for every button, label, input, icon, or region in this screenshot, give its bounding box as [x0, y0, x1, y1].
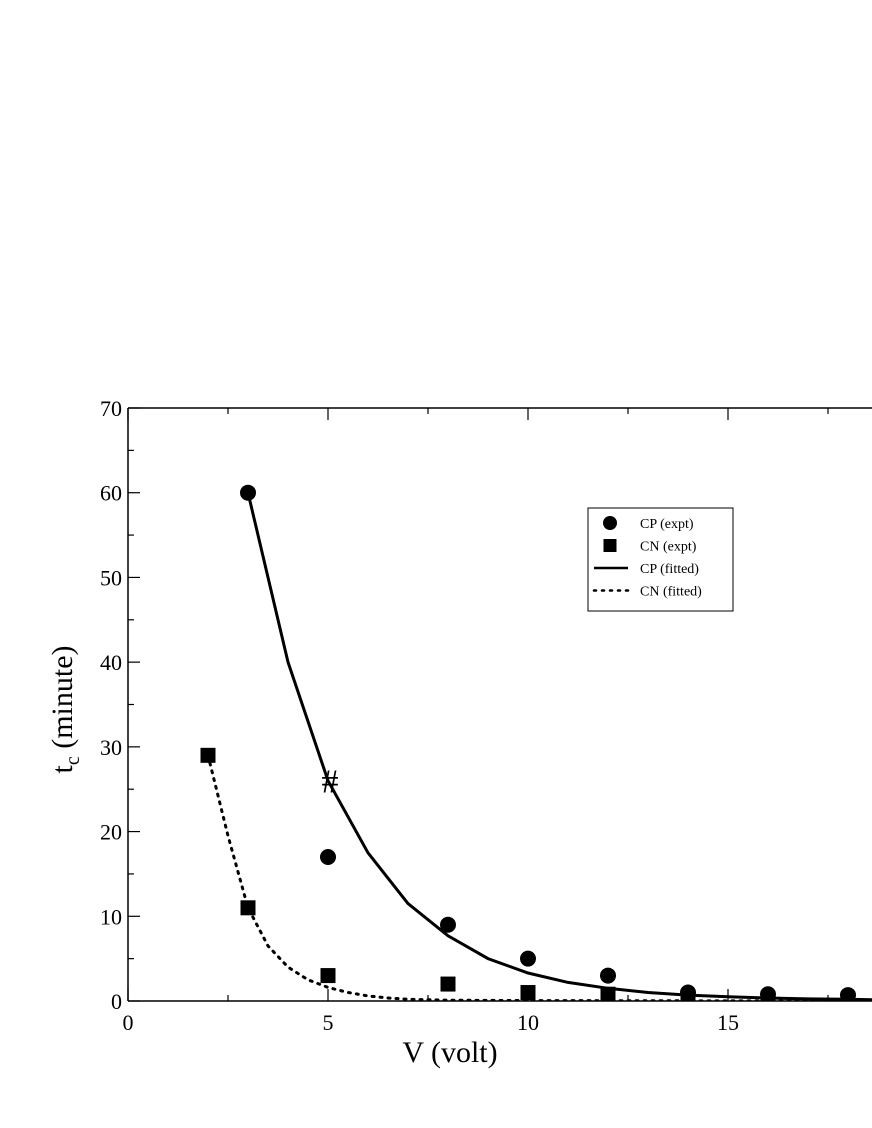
- y-axis-title-rest: (minute): [46, 645, 79, 756]
- data-point-square: [200, 747, 216, 763]
- legend-label: CN (fitted): [640, 585, 702, 600]
- y-axis-title: tc (minute): [46, 645, 84, 773]
- series-layer: [200, 484, 872, 1001]
- annotation-layer: #: [322, 764, 339, 801]
- y-tick-label: 0: [111, 989, 122, 1014]
- y-tick-label: 40: [100, 650, 122, 675]
- axes-layer: 0 5 10 15 0 10 20 30 40 50 60 70: [100, 396, 872, 1035]
- legend-symbol-square: [603, 539, 617, 552]
- axis-labels: V (volt) tc (minute): [46, 645, 498, 1069]
- data-point-circle: [320, 848, 336, 865]
- x-tick-label: 0: [123, 1010, 134, 1035]
- data-point-square: [240, 900, 256, 916]
- plot-area: [200, 484, 872, 1001]
- legend-label: CP (fitted): [640, 562, 699, 577]
- data-point-square: [680, 989, 696, 1001]
- y-tick-label: 10: [100, 904, 122, 929]
- y-axis-title-subscript: c: [62, 756, 84, 765]
- legend-symbol-circle: [603, 516, 617, 530]
- y-tick-label: 50: [100, 565, 122, 590]
- data-point-square: [840, 991, 856, 1001]
- y-axis-title-main: t: [46, 765, 79, 774]
- data-point-circle: [240, 484, 256, 501]
- legend-label: CN (expt): [640, 540, 697, 555]
- y-tick-label: 70: [100, 396, 122, 421]
- annotation-hash: #: [322, 764, 339, 801]
- series-line-cp-fitted-: [246, 492, 872, 1001]
- y-tick-label: 60: [100, 481, 122, 506]
- data-point-circle: [520, 950, 536, 967]
- x-tick-label: 10: [517, 1010, 539, 1035]
- data-point-square: [320, 968, 336, 984]
- data-point-square: [440, 976, 456, 992]
- data-point-circle: [440, 916, 456, 933]
- y-tick-label: 30: [100, 735, 122, 760]
- legend-label: CP (expt): [640, 517, 694, 532]
- series-line-cn-fitted-: [206, 753, 872, 1001]
- data-point-circle: [600, 967, 616, 984]
- y-tick-label: 20: [100, 820, 122, 845]
- legend: CP (expt) CN (expt) CP (fitted) CN (fitted): [587, 507, 734, 612]
- x-tick-label: 5: [323, 1010, 334, 1035]
- data-point-square: [600, 986, 616, 1001]
- data-point-square: [760, 990, 776, 1001]
- x-tick-label: 15: [717, 1010, 739, 1035]
- x-axis-title: V (volt): [402, 1036, 497, 1069]
